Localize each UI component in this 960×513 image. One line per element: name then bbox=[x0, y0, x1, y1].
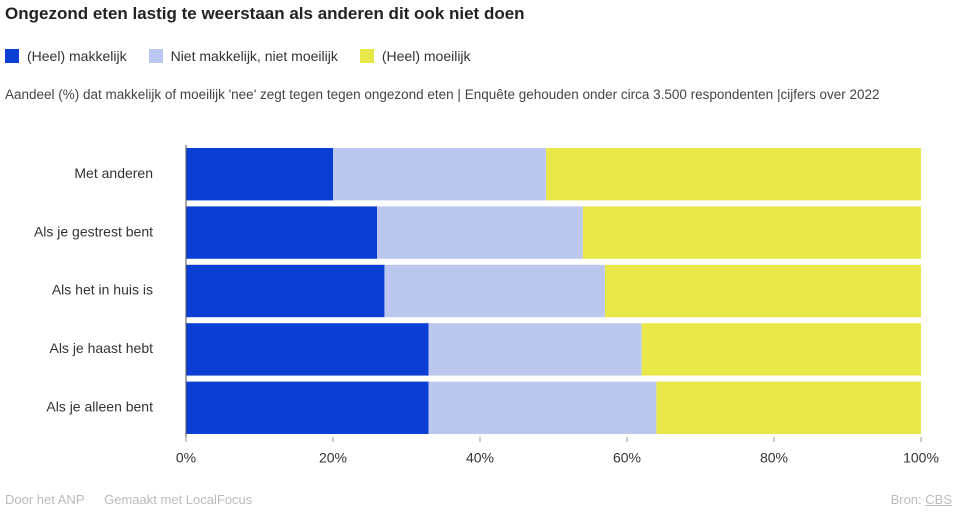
source-label: Bron: bbox=[890, 492, 922, 507]
bar-segment bbox=[186, 148, 333, 201]
bar-segment bbox=[604, 264, 921, 318]
legend-swatch bbox=[5, 49, 19, 63]
x-tick-label: 60% bbox=[613, 450, 641, 466]
y-tick-label: Met anderen bbox=[74, 165, 153, 181]
chart-title: Ongezond eten lastig te weerstaan als an… bbox=[5, 4, 525, 23]
bar-segment bbox=[428, 381, 657, 434]
legend-item: (Heel) moeilijk bbox=[359, 48, 471, 64]
legend-label: (Heel) moeilijk bbox=[381, 48, 471, 64]
footer-left: Door het ANP Gemaakt met LocalFocus bbox=[5, 492, 268, 507]
legend-item: (Heel) makkelijk bbox=[5, 48, 127, 64]
bar-segment bbox=[186, 264, 385, 318]
legend-label: (Heel) makkelijk bbox=[27, 48, 127, 64]
footer-right: Bron: CBS bbox=[891, 492, 952, 507]
bar-segment bbox=[186, 206, 378, 259]
footer-author: Door het ANP bbox=[5, 492, 85, 507]
y-tick-label: Als je haast hebt bbox=[49, 340, 153, 356]
x-tick-label: 100% bbox=[903, 450, 939, 466]
source-link[interactable]: CBS bbox=[925, 492, 952, 507]
bar-segment bbox=[186, 381, 429, 434]
y-tick-label: Als het in huis is bbox=[52, 282, 153, 298]
bar-segment bbox=[384, 264, 605, 318]
bar-segment bbox=[333, 148, 547, 201]
x-tick-label: 40% bbox=[466, 450, 494, 466]
legend-swatch bbox=[359, 49, 374, 63]
bar-segment bbox=[546, 148, 921, 201]
bar-segment bbox=[428, 323, 642, 376]
bar-segment bbox=[186, 323, 429, 376]
legend-item: Niet makkelijk, niet moeilijk bbox=[148, 48, 338, 64]
x-tick-label: 0% bbox=[176, 450, 196, 466]
y-tick-label: Als je gestrest bent bbox=[34, 223, 153, 239]
bar-segment bbox=[582, 206, 921, 259]
legend-label: Niet makkelijk, niet moeilijk bbox=[170, 48, 338, 64]
bar-segment bbox=[641, 323, 921, 376]
y-tick-label: Als je alleen bent bbox=[46, 399, 153, 415]
footer-tool: Gemaakt met LocalFocus bbox=[104, 492, 253, 507]
bar-segment bbox=[656, 381, 921, 434]
legend-swatch bbox=[148, 49, 163, 63]
x-tick-label: 20% bbox=[319, 450, 347, 466]
chart-subtitle: Aandeel (%) dat makkelijk of moeilijk 'n… bbox=[5, 87, 880, 102]
bar-segment bbox=[377, 206, 583, 259]
legend: (Heel) makkelijk Niet makkelijk, niet moe… bbox=[5, 48, 471, 64]
x-tick-label: 80% bbox=[760, 450, 788, 466]
